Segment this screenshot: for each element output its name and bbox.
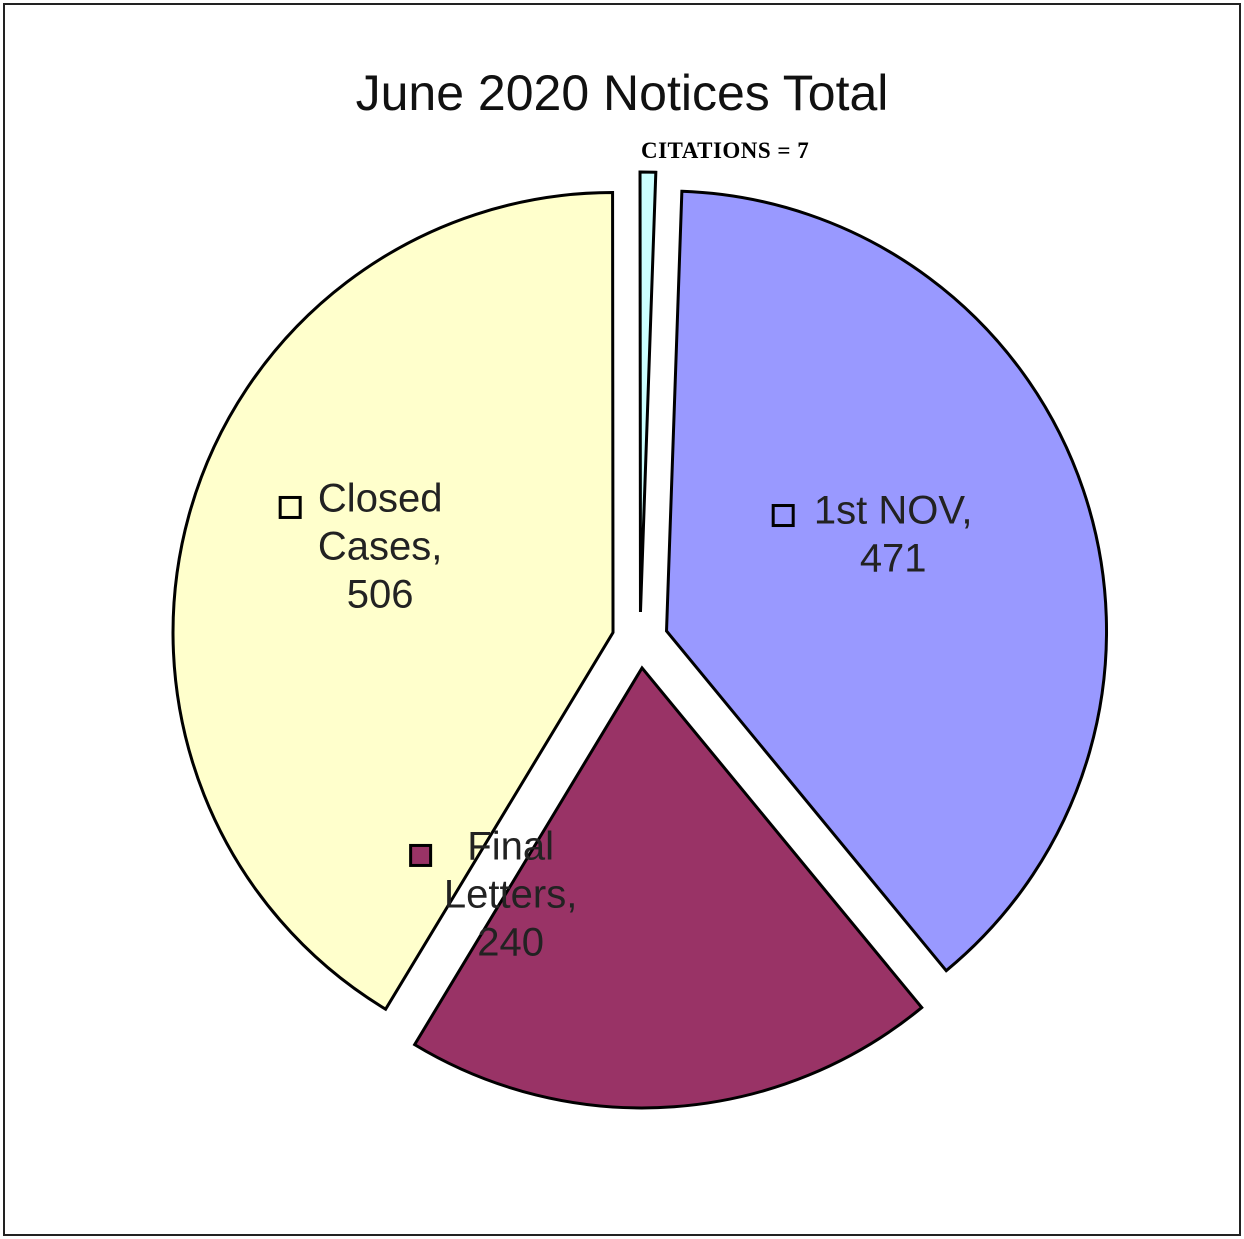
slice-data-label: 1st NOV, 471 [814, 489, 973, 581]
pie-slice-closed-cases [171, 191, 615, 1012]
pie-slice-final-letters [412, 665, 924, 1110]
slice-swatch-icon [409, 843, 433, 867]
slice-swatch-icon [771, 504, 795, 528]
slice-swatch-icon [278, 495, 302, 519]
chart-title: June 2020 Notices Total [355, 65, 889, 121]
slice-data-label: Final Letters, 240 [444, 824, 577, 964]
pie-slice-1st-nov [664, 189, 1108, 973]
pie-slice-citations [638, 170, 658, 613]
citations-annotation: CITATIONS = 7 [641, 138, 810, 163]
slice-data-label: Closed Cases, 506 [318, 476, 443, 616]
